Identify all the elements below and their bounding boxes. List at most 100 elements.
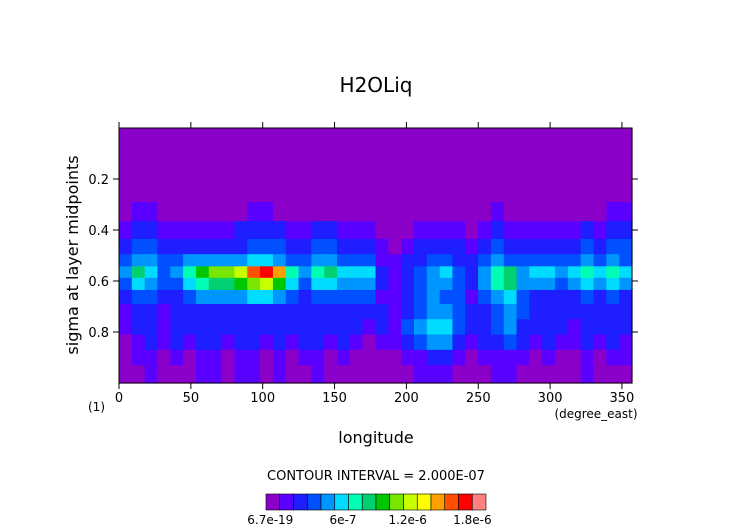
heatmap-cell [221,303,236,320]
heatmap-cell [478,303,492,320]
heatmap-cell [388,289,402,305]
heatmap-cell [452,238,466,255]
heatmap-cell [452,128,466,155]
heatmap-cell [324,128,338,155]
heatmap-cell [208,201,223,222]
heatmap-cell [260,201,274,222]
heatmap-cell [490,365,505,384]
heatmap-cell [413,365,428,384]
heatmap-cell [247,221,261,240]
heatmap-cell [503,289,518,305]
heatmap-cell [375,303,389,320]
heatmap-cell [247,277,261,291]
heatmap-cell [567,128,582,155]
heatmap-cell [183,179,197,203]
heatmap-cell [413,289,428,305]
heatmap-cell [362,319,377,336]
heatmap-cell [593,349,607,366]
heatmap-cell [426,365,441,384]
heatmap-cell [170,334,184,351]
heatmap-cell [362,334,377,351]
heatmap-cell [272,289,287,305]
heatmap-cell [388,277,402,291]
colorbar-tick-label: 1.2e-6 [388,513,426,527]
heatmap-cell [619,254,633,267]
heatmap-cell [183,266,197,279]
heatmap-cell [452,289,466,305]
heatmap-cell [260,254,274,267]
heatmap-cell [272,254,287,267]
heatmap-cell [452,266,466,279]
heatmap-cell [465,319,479,336]
heatmap-cell [529,289,543,305]
heatmap-cell [362,128,377,155]
heatmap-cell [503,254,518,267]
heatmap-cell [426,289,441,305]
heatmap-cell [619,289,633,305]
heatmap-cell [260,238,274,255]
heatmap-cell [516,319,530,336]
heatmap-cell [503,238,518,255]
heatmap-cell [439,277,454,291]
colorbar-labels: 6.7e-19 6e-7 1.2e-6 1.8e-6 [247,513,491,527]
heatmap-cell [516,254,530,267]
heatmap-cell [208,303,223,320]
heatmap-cell [144,153,159,180]
heatmap-cell [234,365,248,384]
heatmap-cell [555,319,569,336]
heatmap-cell [388,334,402,351]
heatmap-cell [285,179,300,203]
heatmap-cell [234,277,248,291]
heatmap-cell [324,319,338,336]
heatmap-cell [593,128,607,155]
heatmap-cell [465,365,479,384]
heatmap-cell [144,334,159,351]
heatmap-cell [465,238,479,255]
heatmap-cell [516,349,530,366]
heatmap-cell [247,334,261,351]
heatmap-cell [272,365,287,384]
heatmap-cell [555,221,569,240]
heatmap-cell [221,254,236,267]
heatmap-cell [490,254,505,267]
heatmap-cell [567,254,582,267]
heatmap-cell [221,334,236,351]
heatmap-cell [452,365,466,384]
heatmap-cell [195,254,210,267]
heatmap-cell [542,266,556,279]
heatmap-cell [439,254,454,267]
heatmap-cell [503,128,518,155]
colorbar-tick-label: 6.7e-19 [247,513,293,527]
heatmap-cell [375,153,389,180]
heatmap-cell [465,128,479,155]
heatmap-cell [324,153,338,180]
heatmap-cell [606,349,620,366]
heatmap-cell [529,179,543,203]
heatmap-cell [362,153,377,180]
heatmap-cell [208,334,223,351]
heatmap-cell [580,319,595,336]
heatmap-cell [272,319,287,336]
heatmap-cell [465,277,479,291]
heatmap-cell [195,221,210,240]
heatmap-cell [439,319,454,336]
heatmap-cell [426,334,441,351]
heatmap-cell [593,277,607,291]
heatmap-cell [452,277,466,291]
heatmap-cell [555,128,569,155]
heatmap-cell [170,254,184,267]
heatmap-cell [272,266,287,279]
heatmap-cell [555,303,569,320]
heatmap-cell [349,303,364,320]
heatmap-cell [285,289,300,305]
heatmap-cell [349,289,364,305]
heatmap-cell [131,221,146,240]
heatmap-cell [439,365,454,384]
heatmap-cell [337,349,351,366]
heatmap-cell [593,266,607,279]
heatmap-cell [234,349,248,366]
heatmap-cell [311,349,325,366]
heatmap-cell [119,153,133,180]
heatmap-cell [247,266,261,279]
heatmap-cell [260,179,274,203]
